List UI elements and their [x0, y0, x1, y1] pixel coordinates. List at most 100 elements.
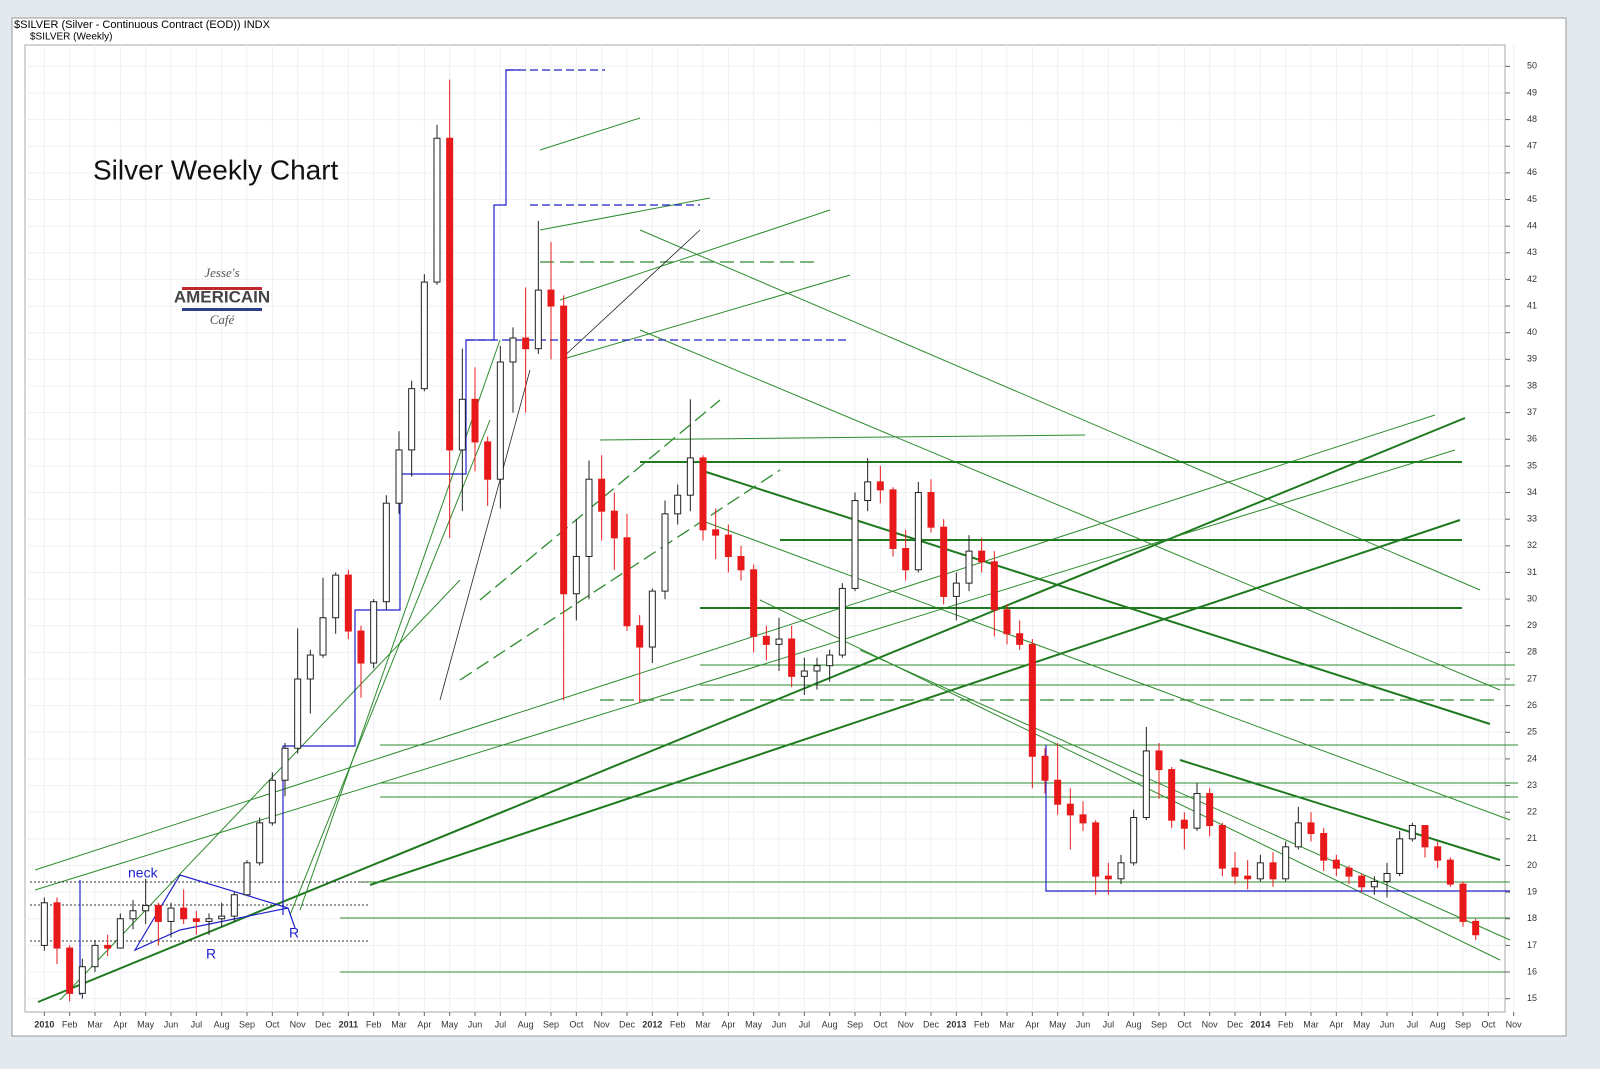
candle-body: [851, 500, 859, 589]
x-tick-label: Feb: [366, 1019, 382, 1029]
y-tick-label: 35: [1527, 460, 1537, 470]
x-tick-label: Jun: [1380, 1019, 1395, 1029]
x-tick-label: Mar: [1303, 1019, 1319, 1029]
candle-body: [1358, 875, 1366, 888]
x-tick-label: Mar: [999, 1019, 1015, 1029]
candle-body: [902, 547, 910, 571]
candle-body: [990, 561, 998, 611]
y-tick-label: 22: [1527, 807, 1537, 817]
candle-body: [940, 526, 948, 597]
plot-area: [24, 44, 1506, 1013]
x-tick-label: Dec: [1227, 1019, 1244, 1029]
candle-body: [218, 915, 226, 920]
candle-body: [167, 907, 175, 922]
x-tick-label: Mar: [87, 1019, 103, 1029]
candle-body: [1320, 833, 1328, 861]
candle-body: [1307, 822, 1315, 835]
candle-body: [1066, 803, 1074, 816]
candle-body: [1193, 793, 1201, 829]
candle-body: [648, 590, 656, 648]
candle-body: [1472, 920, 1480, 936]
candle-body: [788, 638, 796, 677]
candle-body: [1231, 867, 1239, 877]
resistance-steps: [79, 69, 1510, 995]
x-tick-label: Jun: [772, 1019, 787, 1029]
x-tick-label: 2011: [339, 1019, 359, 1029]
x-tick-label: Oct: [265, 1019, 280, 1029]
candle-body: [686, 457, 694, 496]
x-tick-label: Apr: [113, 1019, 127, 1029]
candle-body: [1294, 822, 1302, 848]
candle-body: [1206, 793, 1214, 827]
x-tick-label: 2010: [34, 1019, 54, 1029]
x-tick-label: Jul: [799, 1019, 811, 1029]
trend-lines: [30, 117, 1518, 1003]
y-tick-label: 38: [1527, 380, 1537, 390]
y-tick-label: 50: [1527, 61, 1537, 71]
chart-title: Silver Weekly Chart: [93, 154, 339, 185]
candle-body: [116, 918, 124, 949]
candle-body: [1041, 755, 1049, 781]
candle-body: [965, 550, 973, 584]
x-tick-label: Sep: [1151, 1019, 1167, 1029]
candle-body: [344, 574, 352, 632]
y-tick-label: 39: [1527, 354, 1537, 364]
candle-body: [914, 492, 922, 571]
candle-body: [268, 779, 276, 824]
candle-body: [78, 966, 86, 994]
y-tick-label: 32: [1527, 540, 1537, 550]
candle-body: [446, 137, 454, 451]
x-tick-label: Dec: [619, 1019, 636, 1029]
candle-body: [294, 678, 302, 749]
candle-body: [1028, 643, 1036, 757]
annotation: R: [206, 946, 216, 962]
logo-middle: AMERICAIN: [174, 287, 270, 306]
candle-body: [104, 944, 112, 949]
candle-body: [458, 398, 466, 451]
x-tick-label: Jun: [164, 1019, 179, 1029]
x-tick-label: Nov: [898, 1019, 915, 1029]
candle-body: [408, 388, 416, 451]
x-tick-label: Oct: [569, 1019, 584, 1029]
y-tick-label: 30: [1527, 593, 1537, 603]
logo-top: Jesse's: [204, 265, 239, 280]
candle-body: [256, 822, 264, 864]
candle-body: [522, 337, 530, 350]
y-tick-label: 33: [1527, 514, 1537, 524]
y-tick-label: 27: [1527, 673, 1537, 683]
x-tick-label: Sep: [239, 1019, 255, 1029]
y-tick-label: 40: [1527, 327, 1537, 337]
candle-body: [876, 481, 884, 491]
x-tick-label: Jun: [1076, 1019, 1091, 1029]
candle-body: [1130, 817, 1138, 864]
y-tick-label: 17: [1527, 940, 1537, 950]
candle-body: [1218, 825, 1226, 869]
y-tick-label: 28: [1527, 647, 1537, 657]
x-tick-label: Feb: [974, 1019, 990, 1029]
x-tick-label: Aug: [214, 1019, 230, 1029]
candle-body: [1345, 867, 1353, 877]
x-tick-label: May: [1353, 1019, 1371, 1029]
candle-body: [572, 555, 580, 595]
candle-body: [1408, 825, 1416, 840]
y-tick-label: 42: [1527, 274, 1537, 284]
y-tick-label: 21: [1527, 833, 1537, 843]
y-tick-label: 24: [1527, 753, 1537, 763]
candle-body: [1079, 814, 1087, 824]
candle-body: [636, 625, 644, 648]
candle-body: [1269, 862, 1277, 880]
y-tick-label: 29: [1527, 620, 1537, 630]
x-tick-label: Feb: [670, 1019, 686, 1029]
y-tick-label: 43: [1527, 247, 1537, 257]
x-tick-label: Aug: [822, 1019, 838, 1029]
y-tick-label: 41: [1527, 300, 1537, 310]
y-tick-label: 23: [1527, 780, 1537, 790]
candle-body: [889, 489, 897, 549]
candle-body: [1256, 862, 1264, 880]
y-tick-label: 49: [1527, 87, 1537, 97]
logo: Jesse's AMERICAIN Café: [174, 265, 270, 327]
candle-body: [1092, 822, 1100, 877]
candle-body: [838, 587, 846, 656]
y-tick-label: 26: [1527, 700, 1537, 710]
